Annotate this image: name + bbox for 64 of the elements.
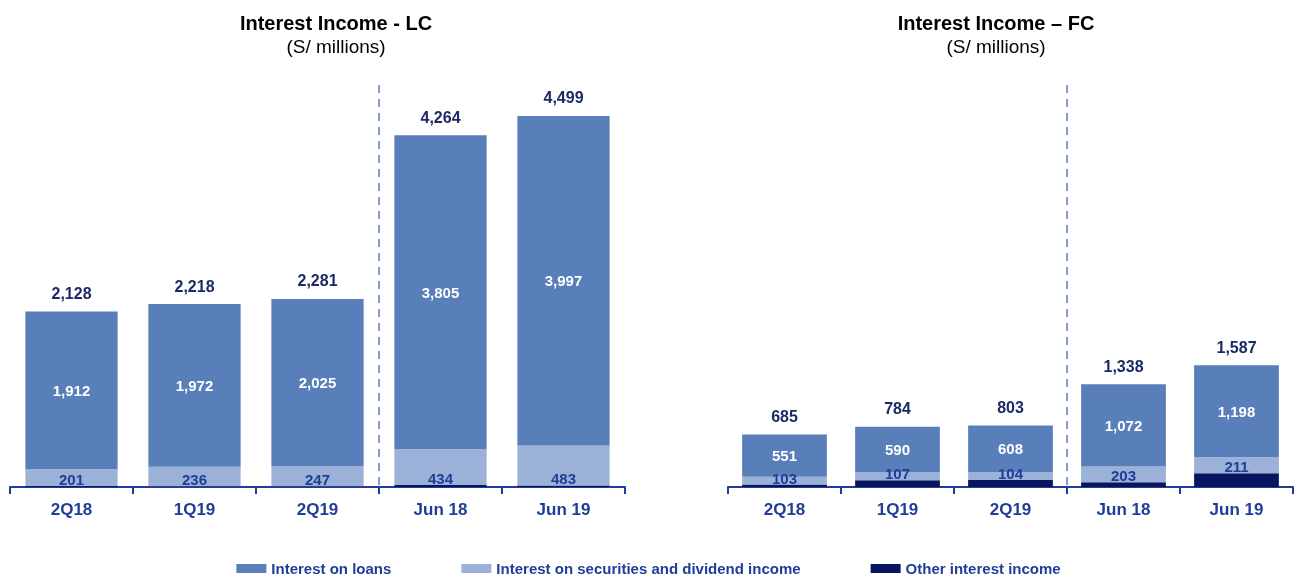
data-label: 236 (181, 471, 208, 489)
bar (517, 445, 610, 486)
total-label: 4,499 (543, 89, 584, 107)
data-label: 2,025 (298, 373, 337, 391)
data-label: 107 (884, 465, 911, 483)
data-label: 1,072 (1104, 416, 1143, 434)
data-label: 201 (58, 470, 85, 488)
total-label: 2,218 (174, 277, 215, 295)
chart-title: Interest Income - LC (239, 12, 433, 34)
x-tick-label: Jun 18 (413, 500, 468, 519)
data-label: 590 (884, 440, 911, 458)
total-label: 784 (884, 400, 911, 418)
data-label: 551 (771, 447, 798, 465)
x-tick-label: 2Q19 (989, 500, 1032, 519)
bar (1194, 473, 1279, 487)
data-label: 247 (304, 471, 331, 489)
bar (25, 311, 118, 470)
legend-label: Interest on securities and dividend income (496, 560, 801, 577)
bar (517, 115, 610, 446)
data-label: 1,912 (52, 381, 91, 399)
data-label: 104 (997, 465, 1024, 483)
bar (394, 484, 487, 487)
data-label: 1,198 (1217, 402, 1256, 420)
bar (148, 304, 241, 467)
x-tick-label: 2Q19 (296, 500, 339, 519)
data-label: 1,972 (175, 376, 214, 394)
data-label: 3,997 (544, 272, 583, 290)
bar (394, 135, 487, 450)
bar (394, 449, 487, 485)
chart-subtitle: (S/ millions) (286, 36, 386, 57)
bar (968, 480, 1053, 487)
data-label: 434 (427, 469, 454, 487)
bar (271, 298, 364, 466)
bar (1081, 482, 1166, 487)
data-label: 103 (771, 469, 798, 487)
data-label: 483 (550, 470, 577, 488)
total-label: 1,587 (1216, 338, 1257, 356)
data-label: 608 (997, 440, 1024, 458)
legend-label: Other interest income (905, 560, 1061, 577)
data-label: 203 (1110, 467, 1137, 485)
x-tick-label: 2Q18 (50, 500, 93, 519)
x-tick-label: Jun 19 (1209, 500, 1264, 519)
data-label: 211 (1224, 458, 1249, 476)
total-label: 803 (997, 398, 1024, 416)
x-tick-label: 1Q19 (876, 500, 919, 519)
total-label: 2,128 (51, 285, 92, 303)
legend-label: Interest on loans (271, 560, 392, 577)
total-label: 1,338 (1103, 357, 1144, 375)
bar (271, 465, 364, 487)
total-label: 685 (771, 407, 798, 425)
bar (148, 466, 241, 487)
bar (1194, 365, 1279, 458)
x-tick-label: Jun 18 (1096, 500, 1151, 519)
bar (855, 480, 940, 487)
x-tick-label: 2Q18 (763, 500, 806, 519)
x-tick-label: 1Q19 (173, 500, 216, 519)
total-label: 4,264 (420, 108, 461, 126)
chart-title: Interest Income – FC (897, 12, 1095, 34)
chart-subtitle: (S/ millions) (946, 36, 1046, 57)
data-label: 3,805 (421, 283, 460, 301)
total-label: 2,281 (297, 272, 338, 290)
bar (25, 469, 118, 486)
bar (1081, 384, 1166, 467)
x-tick-label: Jun 19 (536, 500, 591, 519)
